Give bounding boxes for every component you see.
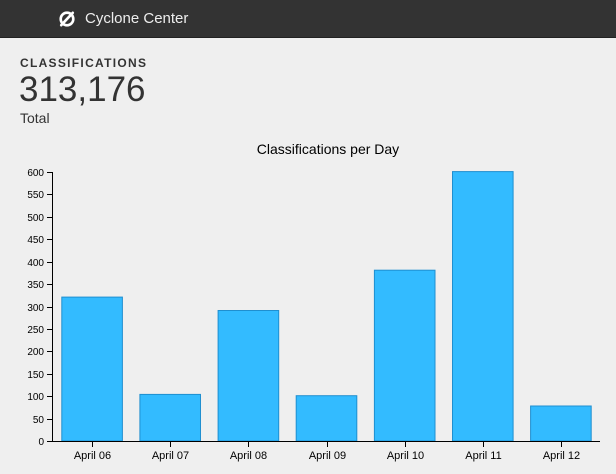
bar-april-11 bbox=[452, 171, 514, 442]
bar-april-10 bbox=[373, 269, 436, 442]
x-tick-label: April 09 bbox=[309, 450, 346, 462]
y-tick-label: 100 bbox=[27, 392, 44, 403]
app-title: Cyclone Center bbox=[85, 10, 189, 27]
x-tick-label: April 06 bbox=[74, 450, 111, 462]
x-tick-label: April 11 bbox=[465, 450, 501, 462]
y-tick-label: 500 bbox=[27, 213, 44, 224]
x-tick-label: April 12 bbox=[543, 450, 580, 462]
bar-april-09 bbox=[295, 395, 358, 442]
y-tick-label: 250 bbox=[27, 325, 44, 336]
stat-sublabel: Total bbox=[20, 110, 50, 126]
chart-title: Classifications per Day bbox=[257, 141, 399, 157]
y-tick-label: 550 bbox=[27, 190, 44, 201]
bars-group bbox=[61, 171, 592, 442]
y-tick-label: 450 bbox=[27, 235, 44, 246]
bar-april-08 bbox=[217, 310, 280, 442]
bar-april-12 bbox=[530, 405, 592, 442]
y-tick-label: 50 bbox=[33, 415, 45, 426]
y-tick-label: 350 bbox=[27, 280, 44, 291]
cyclone-icon bbox=[58, 10, 76, 28]
bar-april-07 bbox=[139, 393, 201, 442]
x-axis: April 06 April 07 April 08 April 09 April 10… bbox=[52, 441, 600, 462]
stat-value: 313,176 bbox=[19, 70, 146, 109]
brand-link[interactable]: Cyclone Center bbox=[58, 0, 188, 37]
y-axis: 0 50 100 150 200 250 300 350 400 450 500 550 600 bbox=[27, 168, 53, 448]
x-tick-label: April 07 bbox=[152, 450, 189, 462]
y-tick-label: 600 bbox=[27, 168, 44, 179]
y-tick-label: 150 bbox=[27, 370, 44, 381]
y-tick-label: 200 bbox=[27, 347, 44, 358]
x-tick-label: April 08 bbox=[230, 450, 267, 462]
y-tick-label: 300 bbox=[27, 303, 44, 314]
stat-label: CLASSIFICATIONS bbox=[20, 56, 148, 70]
y-tick-label: 0 bbox=[38, 437, 44, 448]
bar-april-06 bbox=[61, 296, 123, 442]
y-tick-label: 400 bbox=[27, 258, 44, 269]
top-navbar: Cyclone Center bbox=[0, 0, 616, 38]
x-tick-label: April 10 bbox=[387, 450, 424, 462]
